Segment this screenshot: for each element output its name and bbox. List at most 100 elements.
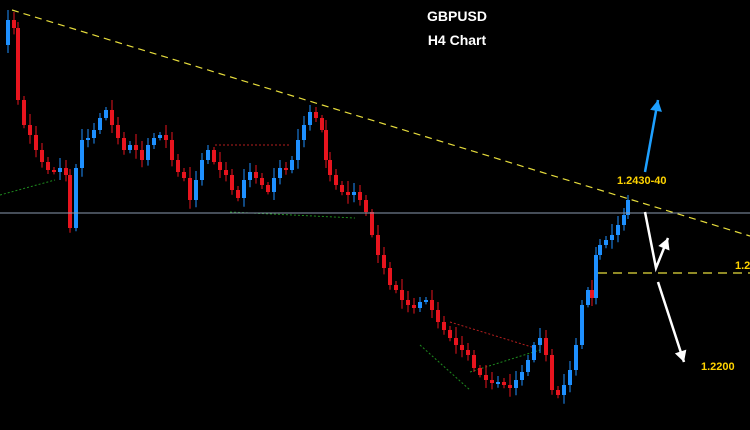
- candle: [230, 169, 234, 195]
- candle: [340, 181, 344, 196]
- candle: [418, 297, 422, 312]
- candle: [598, 239, 602, 260]
- candle: [520, 365, 524, 386]
- candle: [412, 298, 416, 314]
- candle: [314, 107, 318, 122]
- candle: [526, 355, 530, 376]
- candle: [514, 371, 518, 396]
- candle: [146, 138, 150, 166]
- candle: [358, 185, 362, 206]
- candle: [388, 262, 392, 290]
- candle: [556, 386, 560, 399]
- candle: [496, 376, 500, 388]
- candle: [604, 236, 608, 249]
- candle: [188, 167, 192, 209]
- candle: [206, 145, 210, 164]
- candle: [272, 168, 276, 200]
- candle: [308, 105, 312, 131]
- candle: [242, 169, 246, 207]
- candle: [134, 134, 138, 159]
- blue-up-arrow: [643, 99, 662, 173]
- candle: [382, 247, 386, 275]
- candle: [502, 378, 506, 389]
- candle: [40, 143, 44, 168]
- candle: [590, 280, 594, 306]
- candle: [616, 216, 620, 243]
- candle: [194, 171, 198, 208]
- candle: [406, 291, 410, 313]
- candle: [266, 182, 270, 195]
- candle: [454, 327, 458, 354]
- pattern-line: [449, 321, 536, 349]
- candle: [28, 114, 32, 144]
- candle: [574, 338, 578, 376]
- candle: [64, 160, 68, 182]
- candle: [80, 129, 84, 177]
- white-down-arrow: [656, 281, 687, 363]
- candle: [370, 209, 374, 238]
- resistance-level-label: 1.2430-40: [617, 175, 667, 187]
- candle: [284, 162, 288, 175]
- candle: [442, 316, 446, 335]
- candle: [394, 281, 398, 294]
- candle: [320, 115, 324, 133]
- candle: [594, 247, 598, 305]
- candle: [376, 225, 380, 263]
- candle: [52, 167, 56, 175]
- candle: [346, 181, 350, 204]
- descending-trendline: [11, 9, 750, 237]
- pattern-lines: [0, 144, 541, 391]
- candle: [610, 224, 614, 249]
- candle: [324, 120, 328, 168]
- candle: [68, 169, 72, 233]
- candle: [328, 152, 332, 182]
- white-zigzag-arrow: [643, 211, 670, 273]
- candle: [580, 300, 584, 349]
- candle: [200, 153, 204, 186]
- candle: [224, 162, 228, 182]
- candle: [626, 195, 630, 219]
- candle: [586, 287, 590, 308]
- chart-subtitle: H4 Chart: [427, 32, 487, 48]
- candle: [484, 365, 488, 388]
- candle: [182, 168, 186, 182]
- candle: [218, 152, 222, 178]
- candle: [544, 330, 548, 362]
- candle: [478, 365, 482, 378]
- candle: [116, 117, 120, 145]
- candle: [74, 164, 78, 232]
- candle: [278, 160, 282, 185]
- candle: [122, 132, 126, 155]
- chart-title: GBPUSD: [427, 8, 487, 24]
- candle: [508, 374, 512, 397]
- candle: [400, 279, 404, 309]
- candle: [448, 326, 452, 342]
- candle: [254, 165, 258, 184]
- candle: [260, 173, 264, 189]
- candle: [562, 374, 566, 404]
- candle: [128, 141, 132, 154]
- candle: [550, 349, 554, 395]
- candle: [104, 107, 108, 121]
- support-level-label: 1.2: [735, 260, 750, 272]
- candle: [248, 163, 252, 188]
- candle: [164, 125, 168, 148]
- candle: [6, 10, 10, 53]
- candle: [430, 290, 434, 318]
- candle: [490, 372, 494, 390]
- candle: [352, 183, 356, 203]
- candle: [290, 156, 294, 174]
- candle: [334, 169, 338, 190]
- candle: [158, 132, 162, 141]
- candle: [140, 141, 144, 168]
- pattern-line: [0, 179, 56, 196]
- candle: [176, 154, 180, 177]
- target-level-label: 1.2200: [701, 361, 735, 373]
- candles: [6, 10, 630, 404]
- candle: [296, 129, 300, 169]
- candle: [110, 100, 114, 133]
- candle: [568, 361, 572, 393]
- candle: [34, 126, 38, 158]
- candle: [92, 123, 96, 144]
